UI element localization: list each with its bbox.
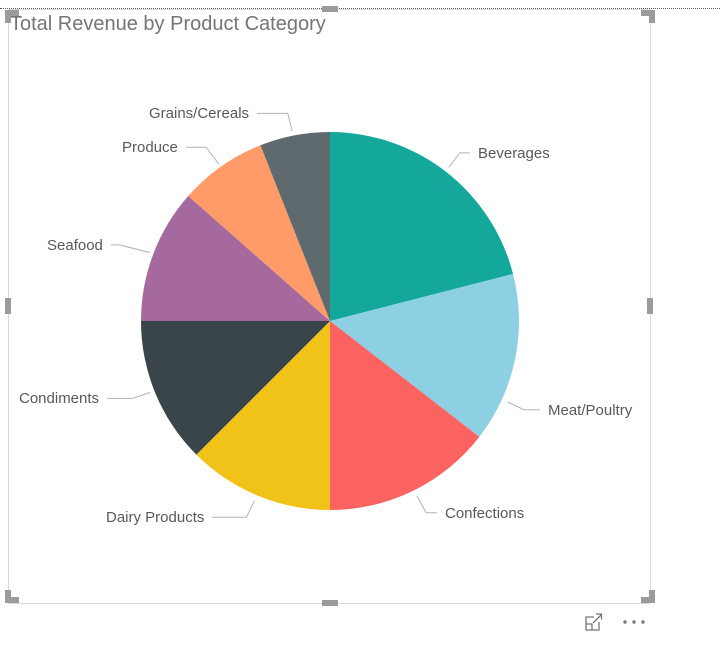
svg-text:Seafood: Seafood: [47, 237, 103, 254]
svg-text:Grains/Cereals: Grains/Cereals: [149, 105, 249, 122]
svg-text:Beverages: Beverages: [478, 145, 550, 162]
svg-text:Confections: Confections: [445, 505, 524, 522]
svg-text:Produce: Produce: [122, 139, 178, 156]
svg-text:Dairy Products: Dairy Products: [106, 509, 204, 526]
svg-text:Meat/Poultry: Meat/Poultry: [548, 402, 633, 419]
svg-text:Condiments: Condiments: [19, 390, 99, 407]
